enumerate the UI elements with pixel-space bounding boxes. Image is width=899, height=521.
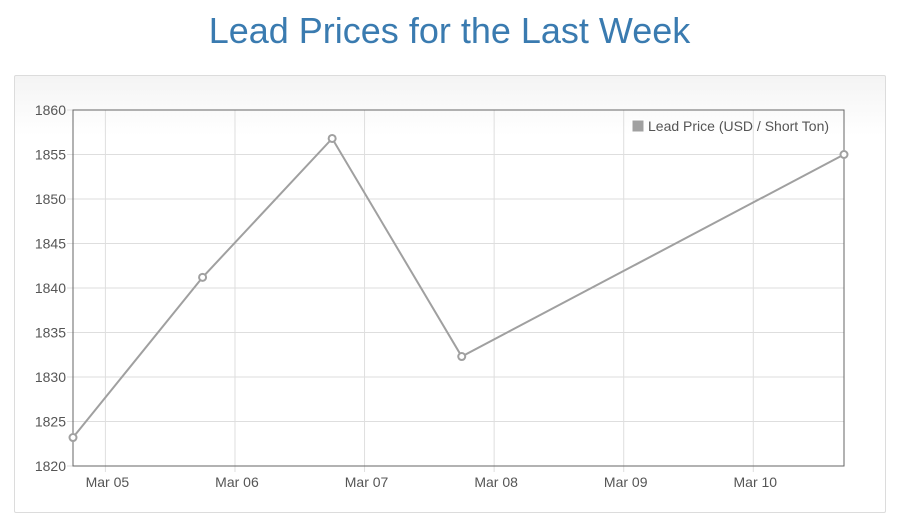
legend-swatch — [631, 119, 645, 133]
y-tick-label: 1855 — [35, 147, 66, 163]
page-title: Lead Prices for the Last Week — [208, 10, 691, 51]
legend-label: Lead Price (USD / Short Ton) — [648, 118, 829, 134]
y-tick-label: 1835 — [35, 325, 66, 341]
y-tick-label: 1825 — [35, 414, 66, 430]
x-tick-label: Mar 07 — [345, 474, 389, 490]
data-points — [68, 133, 849, 443]
x-tick-label: Mar 10 — [734, 474, 778, 490]
chart-panel: 1820 1825 1830 1835 1840 1845 1850 1855 1860 Mar… — [14, 75, 886, 513]
plot-area-border — [72, 109, 845, 467]
x-tick-label: Mar 05 — [86, 474, 130, 490]
line-chart: 1820 1825 1830 1835 1840 1845 1850 1855 1860 Mar… — [35, 102, 849, 490]
data-point — [198, 272, 208, 282]
data-point — [457, 352, 467, 362]
x-tick-label: Mar 08 — [474, 474, 518, 490]
y-axis-ticks: 1820 1825 1830 1835 1840 1845 1850 1855 1860 — [35, 102, 73, 474]
data-point — [68, 433, 78, 443]
x-tick-label: Mar 06 — [215, 474, 259, 490]
y-tick-label: 1845 — [35, 236, 66, 252]
legend[interactable]: Lead Price (USD / Short Ton) — [631, 118, 829, 134]
data-point — [327, 133, 337, 143]
grid-lines — [73, 109, 844, 472]
y-tick-label: 1830 — [35, 369, 66, 385]
x-axis-ticks: Mar 05 Mar 06 Mar 07 Mar 08 Mar 09 Mar 10 — [86, 474, 778, 490]
y-tick-label: 1860 — [35, 102, 66, 118]
y-tick-label: 1820 — [35, 458, 66, 474]
x-tick-label: Mar 09 — [604, 474, 648, 490]
data-point — [839, 150, 849, 159]
y-tick-label: 1840 — [35, 280, 66, 296]
y-tick-label: 1850 — [35, 191, 66, 207]
